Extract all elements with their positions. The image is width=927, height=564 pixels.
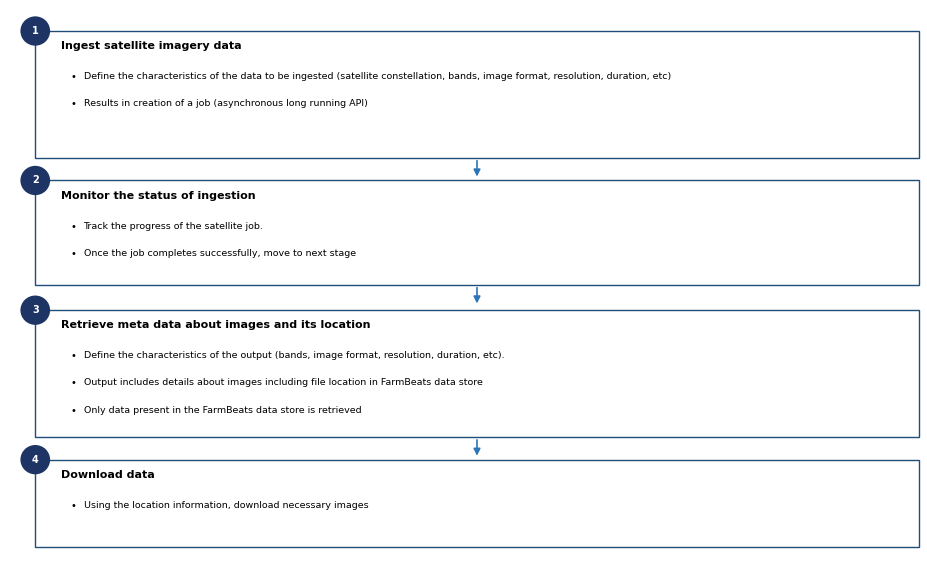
Text: Define the characteristics of the data to be ingested (satellite constellation, : Define the characteristics of the data t… (83, 72, 670, 81)
Text: Using the location information, download necessary images: Using the location information, download… (83, 501, 368, 510)
Text: Only data present in the FarmBeats data store is retrieved: Only data present in the FarmBeats data … (83, 406, 361, 415)
Bar (35, 31, 918, 158)
Text: Retrieve meta data about images and its location: Retrieve meta data about images and its … (61, 320, 371, 331)
Text: •: • (70, 406, 76, 416)
Text: •: • (70, 378, 76, 389)
Text: 2: 2 (32, 175, 39, 186)
Text: Once the job completes successfully, move to next stage: Once the job completes successfully, mov… (83, 249, 355, 258)
Bar (35, 310, 918, 437)
Text: 3: 3 (32, 305, 39, 315)
Text: Output includes details about images including file location in FarmBeats data s: Output includes details about images inc… (83, 378, 482, 387)
Text: Download data: Download data (61, 470, 155, 480)
Bar (35, 180, 918, 285)
Ellipse shape (20, 166, 50, 195)
Text: Track the progress of the satellite job.: Track the progress of the satellite job. (83, 222, 263, 231)
Text: Monitor the status of ingestion: Monitor the status of ingestion (61, 191, 256, 201)
Text: •: • (70, 501, 76, 511)
Bar (35, 460, 918, 547)
Text: •: • (70, 249, 76, 259)
Text: Results in creation of a job (asynchronous long running API): Results in creation of a job (asynchrono… (83, 99, 367, 108)
Text: Ingest satellite imagery data: Ingest satellite imagery data (61, 41, 242, 51)
Text: 4: 4 (32, 455, 39, 465)
Text: •: • (70, 351, 76, 362)
Text: •: • (70, 99, 76, 109)
Ellipse shape (20, 296, 50, 325)
Ellipse shape (20, 445, 50, 474)
Text: Define the characteristics of the output (bands, image format, resolution, durat: Define the characteristics of the output… (83, 351, 503, 360)
Text: •: • (70, 222, 76, 232)
Ellipse shape (20, 16, 50, 46)
Text: •: • (70, 72, 76, 82)
Text: 1: 1 (32, 26, 39, 36)
